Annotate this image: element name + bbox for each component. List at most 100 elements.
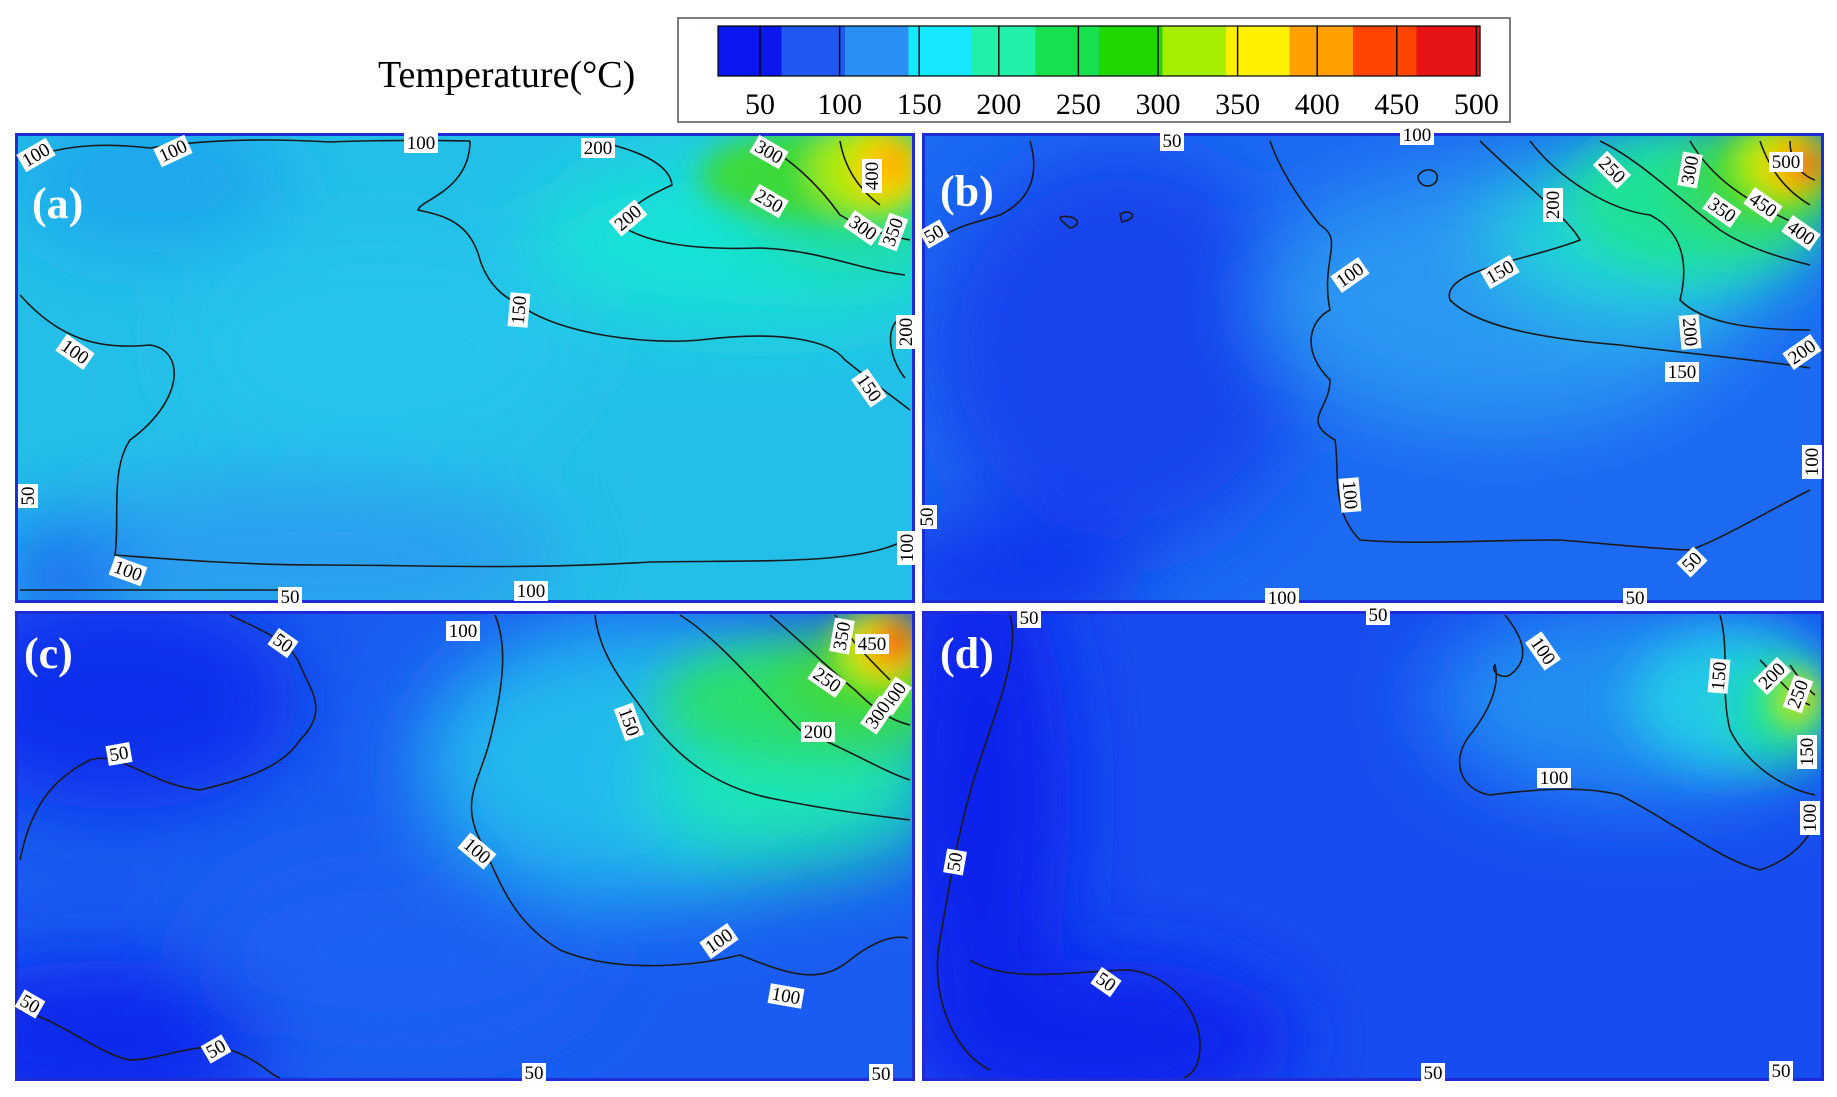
contour-label: 150 [1707,658,1731,694]
svg-text:50: 50 [1369,605,1388,626]
svg-text:50: 50 [18,487,39,506]
svg-text:300: 300 [1678,154,1704,186]
svg-text:50: 50 [1626,588,1645,609]
legend-tick-label: 50 [745,88,775,121]
contour-label: 150 [1665,362,1699,383]
legend-tick-label: 500 [1454,88,1499,121]
legend-title: Temperature(°C) [378,54,635,96]
svg-text:50: 50 [1020,608,1039,629]
contour-label: 100 [1802,445,1823,479]
svg-text:200: 200 [584,138,613,159]
contour-label: 50 [1769,1061,1793,1082]
contour-label: 100 [1338,477,1362,513]
panel-d-label: (d) [940,629,994,678]
svg-text:50: 50 [281,587,300,608]
contour-label: 100 [404,133,438,154]
contour-label: 50 [1421,1063,1445,1084]
legend-swatch [1289,26,1354,76]
svg-text:350: 350 [830,620,856,652]
svg-text:100: 100 [1403,125,1432,146]
colorbar-legend: Temperature(°C) 50 100 150 200 250 300 350 400 4… [378,17,1511,123]
svg-text:100: 100 [1338,480,1361,510]
svg-text:50: 50 [1163,131,1182,152]
legend-tick-label: 400 [1295,88,1340,121]
contour-label: 200 [801,722,835,743]
panel-a-label: (a) [32,179,83,228]
panel-c-label: (c) [24,629,73,678]
legend-tick-label: 200 [976,88,1021,121]
svg-text:100: 100 [1268,588,1297,609]
legend-swatch [1099,26,1164,76]
contour-label: 100 [1400,125,1434,146]
contour-label: 200 [1678,314,1702,350]
legend-swatches [718,26,1481,76]
svg-text:200: 200 [896,318,917,347]
contour-label: 450 [855,634,889,655]
svg-text:200: 200 [1543,191,1564,220]
legend-swatch [1416,26,1481,76]
contour-label: 100 [446,621,480,642]
contour-label: 50 [869,1064,893,1085]
contour-label: 50 [278,587,302,608]
svg-text:100: 100 [407,133,436,154]
contour-label: 200 [896,315,917,349]
contour-label: 150 [507,292,531,328]
legend-tick-label: 350 [1215,88,1260,121]
contour-label: 200 [608,199,648,237]
contour-label: 100 [1265,588,1299,609]
legend-swatch [1353,26,1418,76]
contour-label: 100 [1537,768,1571,789]
legend-swatch [845,26,910,76]
contour-label: 500 [1769,152,1803,173]
contour-label: 50 [1366,605,1390,626]
contour-label: 50 [1160,131,1184,152]
svg-text:50: 50 [108,743,130,767]
legend-tick-label: 450 [1374,88,1419,121]
svg-text:50: 50 [1772,1061,1791,1082]
svg-text:100: 100 [449,621,478,642]
contour-label: 200 [1543,188,1564,222]
legend-swatch [718,26,783,76]
svg-text:200: 200 [1678,317,1701,347]
contour-label: 400 [862,159,883,193]
contour-label: 100 [1330,257,1370,293]
legend-tick-label: 100 [817,88,862,121]
legend-swatch [972,26,1037,76]
contour-label: 200 [581,138,615,159]
contour-label: 100 [514,581,548,602]
contour-label: 350 [829,617,856,655]
contour-label: 50 [943,848,967,876]
contour-label: 150 [1797,735,1818,769]
legend-tick-label: 300 [1136,88,1181,121]
svg-text:100: 100 [1800,804,1821,833]
contour-label: 100 [1800,801,1821,835]
svg-text:150: 150 [1708,661,1731,691]
legend-swatch [1035,26,1100,76]
contour-label: 50 [917,505,938,529]
svg-text:100: 100 [517,581,546,602]
svg-text:150: 150 [508,295,531,325]
contour-label: 50 [1017,608,1041,629]
svg-text:50: 50 [1424,1063,1443,1084]
legend-swatch [908,26,973,76]
svg-text:100: 100 [770,984,802,1010]
svg-text:100: 100 [1540,768,1569,789]
legend-swatch [781,26,846,76]
contour-label: 50 [522,1063,546,1084]
contour-label: 50 [105,742,133,767]
legend-ticks: 50 100 150 200 250 300 350 400 450 500 [745,26,1499,121]
contour-label: 300 [1677,151,1704,189]
legend-tick-label: 250 [1056,88,1101,121]
svg-text:100: 100 [1802,448,1823,477]
contour-label: 200 [1782,334,1822,370]
svg-text:400: 400 [862,162,883,191]
svg-text:100: 100 [897,534,918,563]
